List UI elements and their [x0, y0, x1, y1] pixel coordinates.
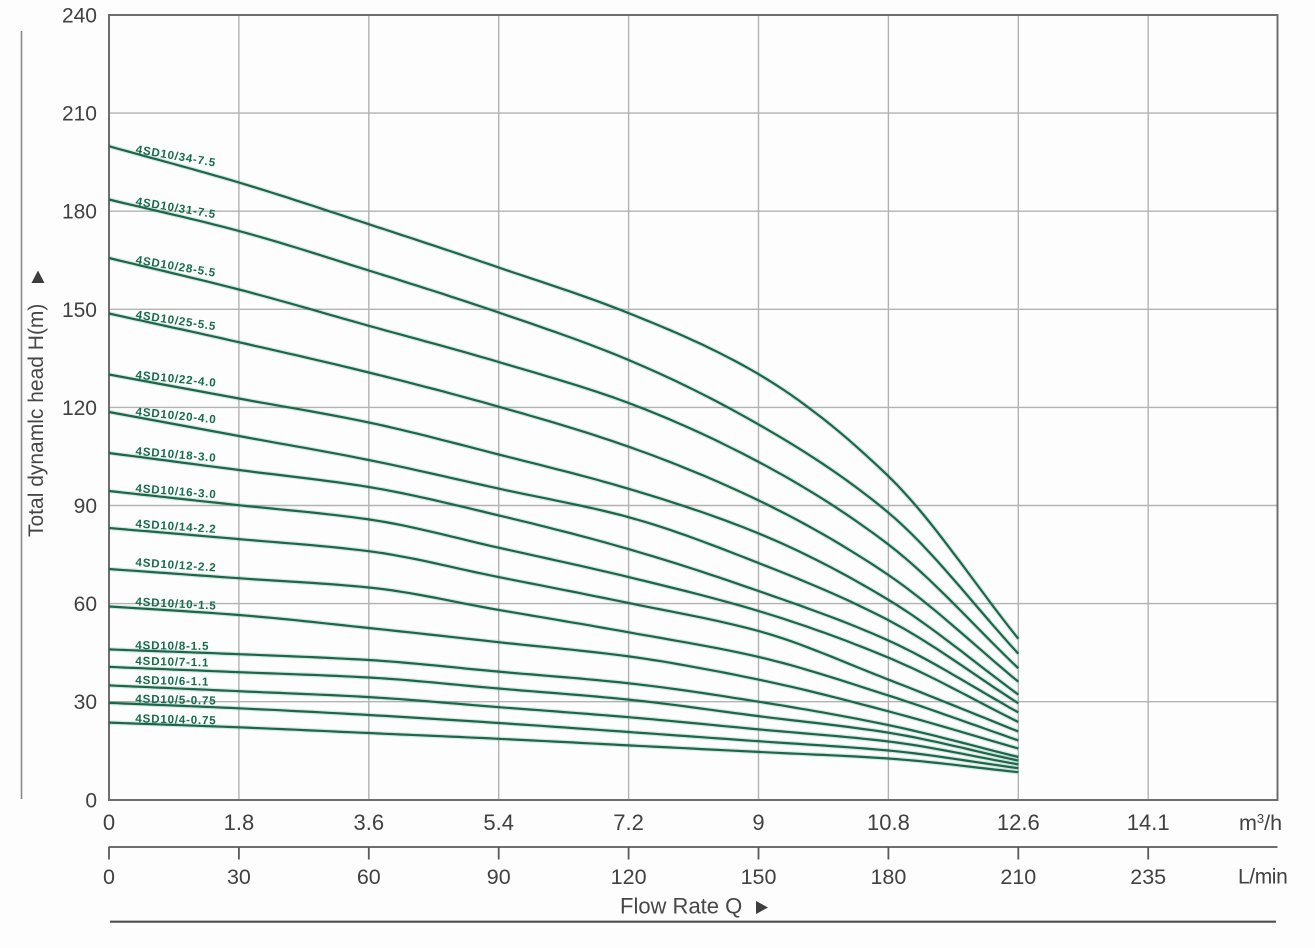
svg-text:4SD10/14-2.2: 4SD10/14-2.2 — [135, 517, 217, 536]
svg-text:4SD10/5-0.75: 4SD10/5-0.75 — [135, 693, 216, 708]
svg-text:4SD10/7-1.1: 4SD10/7-1.1 — [135, 655, 209, 670]
svg-text:0: 0 — [85, 790, 97, 813]
svg-text:7.2: 7.2 — [613, 810, 644, 835]
svg-text:180: 180 — [62, 201, 97, 224]
svg-text:5.4: 5.4 — [483, 810, 514, 835]
svg-text:235: 235 — [1130, 865, 1166, 889]
svg-text:0: 0 — [103, 810, 115, 835]
svg-text:90: 90 — [487, 865, 511, 889]
svg-text:Total dynamlc head H(m): Total dynamlc head H(m) — [25, 304, 48, 537]
svg-text:240: 240 — [62, 5, 97, 28]
svg-text:14.1: 14.1 — [1127, 810, 1170, 835]
svg-text:4SD10/8-1.5: 4SD10/8-1.5 — [135, 639, 209, 653]
svg-text:12.6: 12.6 — [997, 810, 1040, 835]
svg-text:4SD10/10-1.5: 4SD10/10-1.5 — [135, 595, 217, 612]
svg-text:3.6: 3.6 — [354, 810, 385, 835]
svg-text:210: 210 — [62, 103, 97, 126]
svg-text:210: 210 — [1000, 865, 1036, 889]
svg-text:30: 30 — [74, 691, 97, 714]
svg-text:Flow Rate Q: Flow Rate Q — [620, 894, 742, 919]
svg-text:L/min: L/min — [1238, 866, 1287, 889]
svg-text:9: 9 — [752, 810, 764, 835]
svg-text:90: 90 — [74, 495, 97, 518]
svg-text:180: 180 — [870, 865, 906, 889]
svg-text:150: 150 — [62, 299, 97, 322]
svg-text:120: 120 — [62, 397, 97, 420]
svg-text:4SD10/4-0.75: 4SD10/4-0.75 — [135, 712, 216, 727]
svg-text:4SD10/12-2.2: 4SD10/12-2.2 — [135, 556, 217, 574]
svg-text:1.8: 1.8 — [224, 810, 255, 835]
svg-text:30: 30 — [227, 865, 251, 889]
svg-text:60: 60 — [74, 593, 97, 616]
svg-text:4SD10/16-3.0: 4SD10/16-3.0 — [135, 482, 217, 501]
svg-text:150: 150 — [741, 865, 777, 889]
svg-text:0: 0 — [103, 865, 115, 889]
svg-text:m3/h: m3/h — [1239, 811, 1282, 835]
svg-text:60: 60 — [357, 865, 381, 889]
svg-text:10.8: 10.8 — [867, 810, 910, 835]
svg-text:120: 120 — [611, 865, 647, 889]
svg-text:4SD10/6-1.1: 4SD10/6-1.1 — [135, 674, 209, 689]
